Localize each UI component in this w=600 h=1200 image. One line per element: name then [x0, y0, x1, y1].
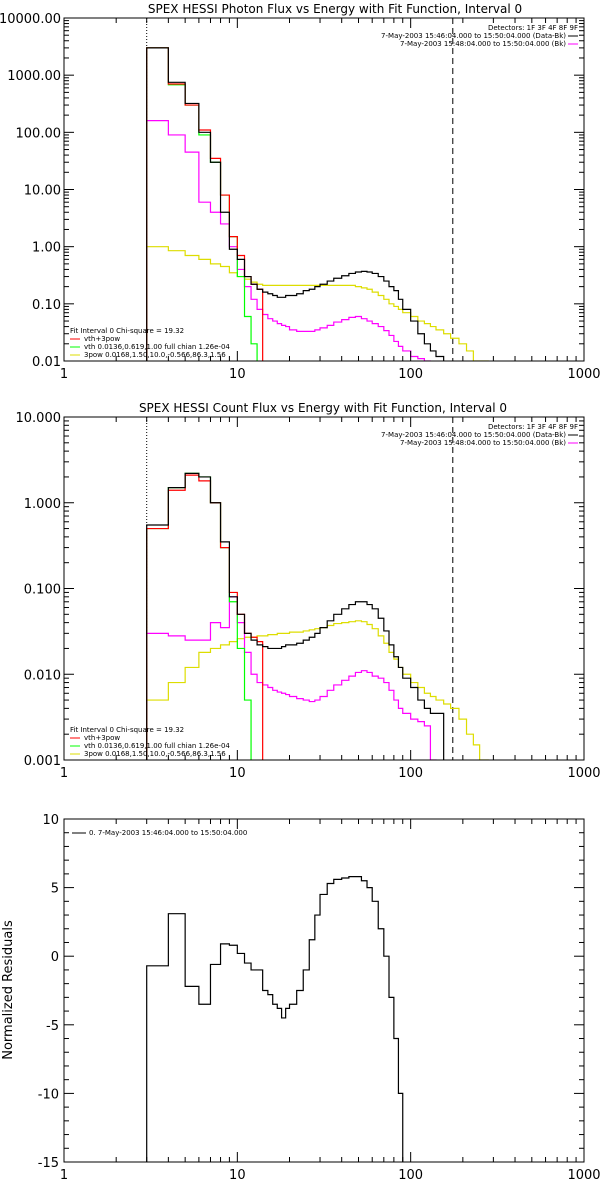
- count-series-bk: [146, 596, 437, 760]
- photon-fit-vth-label: vth 0.0136,0.619,1.00 full chian 1.26e-0…: [84, 343, 230, 351]
- count-series-data-bk: [146, 472, 445, 760]
- count-y-tick-label: 0.100: [24, 583, 61, 598]
- count-series-3pow: [146, 620, 489, 760]
- photon-fit-total-label: vth+3pow: [84, 335, 120, 343]
- photon-flux-chart: SPEX HESSI Photon Flux vs Energy with Fi…: [0, 2, 600, 382]
- photon-detectors-label: Detectors: 1F 3F 4F 8F 9F: [488, 24, 578, 32]
- photon-x-tick-label: 1000: [567, 367, 600, 382]
- count-flux-chart: SPEX HESSI Count Flux vs Energy with Fit…: [16, 401, 600, 781]
- count-legend-tr: Detectors: 1F 3F 4F 8F 9F 7-May-2003 15:…: [381, 423, 578, 447]
- count-detectors-label: Detectors: 1F 3F 4F 8F 9F: [488, 423, 578, 431]
- count-y-tick-label: 0.001: [24, 754, 61, 769]
- residuals-plot-content: [146, 876, 404, 1162]
- photon-legend-data-label: 7-May-2003 15:46:04.000 to 15:50:04.000 …: [381, 32, 566, 40]
- residuals-x-tick-label: 10: [229, 1168, 246, 1183]
- residuals-plot-frame: [63, 818, 585, 1163]
- count-y-tick-label: 10.000: [16, 411, 62, 426]
- residuals-chart: 1 10 100 1000 -15 -10 -5 0 5 10 Normalized Residu…: [1, 813, 600, 1183]
- residuals-x-tick-label: 1000: [567, 1168, 600, 1183]
- count-x-tick-label: 1000: [567, 766, 600, 781]
- count-legend-bk-label: 7-May-2003 15:48:04.000 to 15:50:04.000 …: [400, 439, 566, 447]
- photon-axes: 1 10 100 1000 0.01 0.10 1.00 10.00 100.00 1000.00…: [0, 12, 600, 382]
- count-chart-title: SPEX HESSI Count Flux vs Energy with Fit…: [139, 401, 507, 415]
- photon-x-tick-label: 1: [60, 367, 68, 382]
- count-x-tick-label: 100: [398, 766, 423, 781]
- residuals-axes: 1 10 100 1000 -15 -10 -5 0 5 10: [38, 813, 600, 1183]
- photon-y-tick-label: 1.00: [32, 241, 61, 256]
- count-legend-data-label: 7-May-2003 15:46:04.000 to 15:50:04.000 …: [381, 431, 566, 439]
- count-fit-vth-label: vth 0.0136,0.619,1.00 full chian 1.26e-0…: [84, 742, 230, 750]
- count-plot-frame: [63, 416, 585, 761]
- photon-x-tick-label: 100: [398, 367, 423, 382]
- photon-legend-bk-label: 7-May-2003 15:48:04.000 to 15:50:04.000 …: [400, 40, 566, 48]
- count-x-tick-label: 1: [60, 766, 68, 781]
- residuals-legend-label: 0. 7-May-2003 15:46:04.000 to 15:50:04.0…: [89, 829, 247, 837]
- photon-series-3pow: [146, 246, 489, 361]
- count-y-tick-label: 0.010: [24, 668, 61, 683]
- residuals-y-tick-label: -10: [38, 1087, 59, 1102]
- residuals-y-tick-label: 10: [42, 813, 59, 828]
- photon-y-tick-label: 0.01: [32, 355, 61, 370]
- count-axes: 1 10 100 1000 0.001 0.010 0.100 1.000 10.000: [16, 411, 600, 781]
- photon-series-bk: [146, 120, 432, 361]
- photon-y-tick-label: 100.00: [16, 126, 62, 141]
- photon-fit-3pow-label: 3pow 0.0168,1.50,10.0,-0.566,86.3,1.56: [84, 351, 226, 359]
- photon-legend-tr: Detectors: 1F 3F 4F 8F 9F 7-May-2003 15:…: [381, 24, 578, 48]
- photon-plot-content: [146, 18, 489, 361]
- residuals-legend: 0. 7-May-2003 15:46:04.000 to 15:50:04.0…: [72, 829, 247, 837]
- residuals-y-tick-label: -15: [38, 1156, 59, 1171]
- count-fit-header: Fit Interval 0 Chi-square = 19.32: [70, 726, 184, 734]
- residuals-x-tick-label: 1: [60, 1168, 68, 1183]
- count-plot-content: [146, 417, 489, 760]
- residuals-series-0: [146, 876, 404, 1162]
- photon-y-tick-label: 1000.00: [7, 69, 61, 84]
- photon-fit-header: Fit Interval 0 Chi-square = 19.32: [70, 327, 184, 335]
- photon-x-tick-label: 10: [229, 367, 246, 382]
- count-fit-total-label: vth+3pow: [84, 734, 120, 742]
- count-y-tick-label: 1.000: [24, 497, 61, 512]
- residuals-y-tick-label: 5: [51, 882, 59, 897]
- residuals-x-tick-label: 100: [398, 1168, 423, 1183]
- residuals-y-tick-label: -5: [46, 1019, 59, 1034]
- count-fit-3pow-label: 3pow 0.0168,1.50,10.0,-0.566,86.3,1.56: [84, 750, 226, 758]
- residuals-y-tick-label: 0: [51, 950, 59, 965]
- photon-plot-frame: [63, 17, 585, 362]
- photon-y-tick-label: 0.10: [32, 298, 61, 313]
- count-legend-bl: Fit Interval 0 Chi-square = 19.32 vth+3p…: [70, 726, 230, 758]
- photon-series-data-bk: [146, 47, 445, 361]
- count-x-tick-label: 10: [229, 766, 246, 781]
- photon-y-tick-label: 10000.00: [0, 12, 61, 27]
- residuals-y-axis-label: Normalized Residuals: [1, 920, 16, 1060]
- photon-legend-bl: Fit Interval 0 Chi-square = 19.32 vth+3p…: [70, 327, 230, 359]
- photon-chart-title: SPEX HESSI Photon Flux vs Energy with Fi…: [148, 2, 522, 16]
- photon-y-tick-label: 10.00: [24, 184, 61, 199]
